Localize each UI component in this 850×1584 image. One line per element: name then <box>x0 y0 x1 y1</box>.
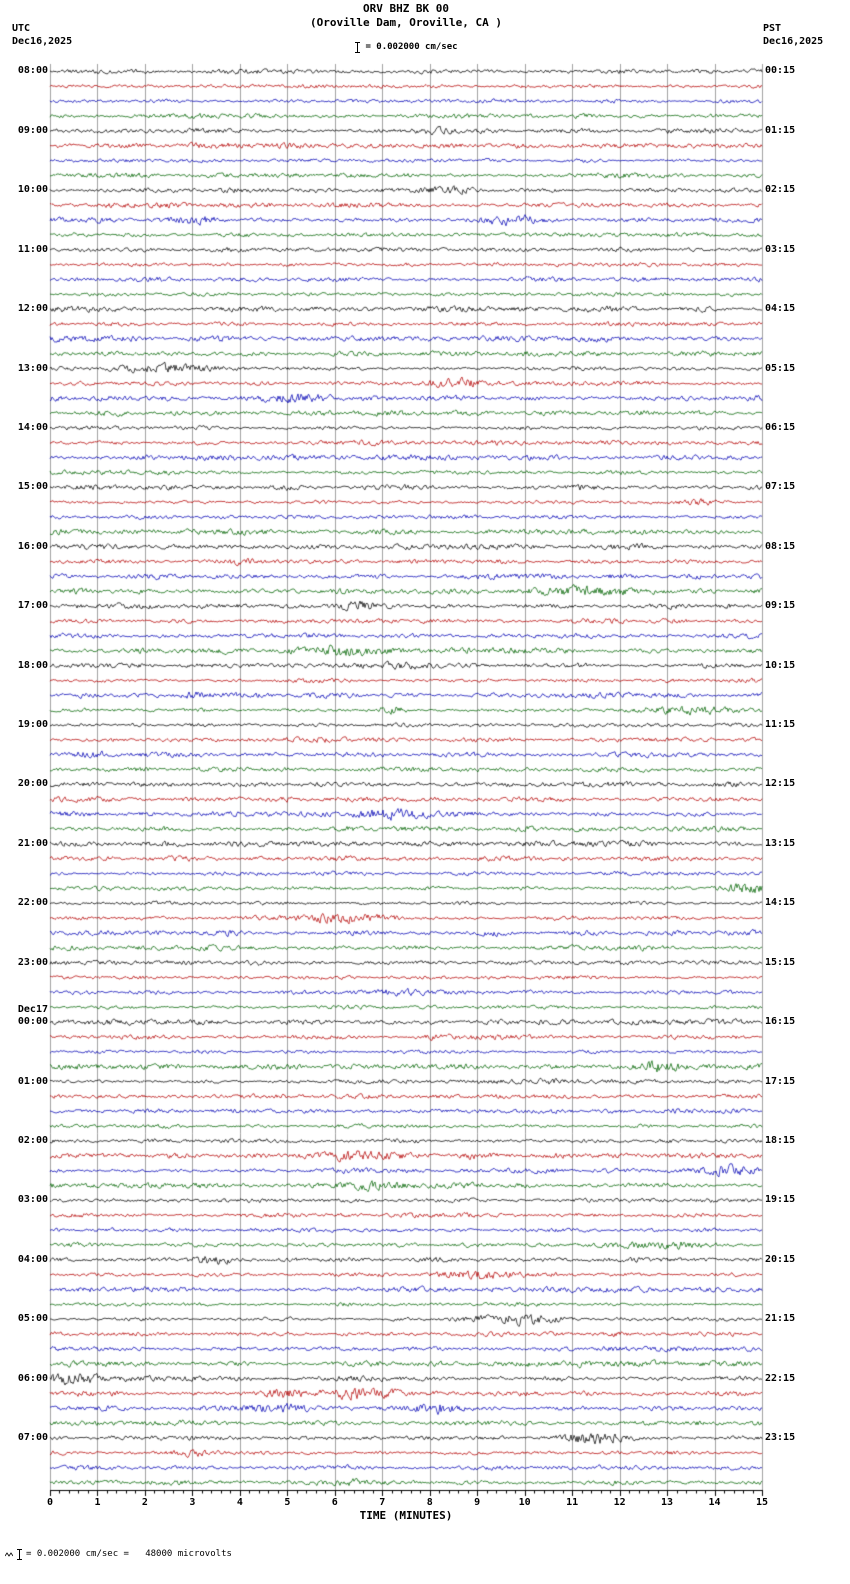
footer-scale-bar-icon <box>17 1548 22 1560</box>
footer-scale-text: = 0.002000 cm/sec = 48000 microvolts <box>26 1549 232 1559</box>
amplitude-scale-text: = 0.002000 cm/sec <box>365 42 458 52</box>
utc-corner-block: UTC Dec16,2025 <box>12 22 72 48</box>
footer-wave-icon <box>5 1551 13 1557</box>
scale-bar-icon <box>355 41 361 53</box>
pst-date-label: Dec16,2025 <box>763 36 824 47</box>
pst-timezone-label: PST <box>763 23 782 34</box>
station-subtitle: (Oroville Dam, Oroville, CA ) <box>309 16 503 29</box>
amplitude-scale-legend: = 0.002000 cm/sec <box>50 40 762 54</box>
pst-corner-block: PST Dec16,2025 <box>763 22 823 48</box>
x-axis-title: TIME (MINUTES) <box>359 1509 453 1522</box>
utc-date-label: Dec16,2025 <box>12 36 73 47</box>
utc-timezone-label: UTC <box>12 23 31 34</box>
station-title: ORV BHZ BK 00 <box>362 2 450 15</box>
footer-scale-note: = 0.002000 cm/sec = 48000 microvolts <box>5 1547 232 1561</box>
